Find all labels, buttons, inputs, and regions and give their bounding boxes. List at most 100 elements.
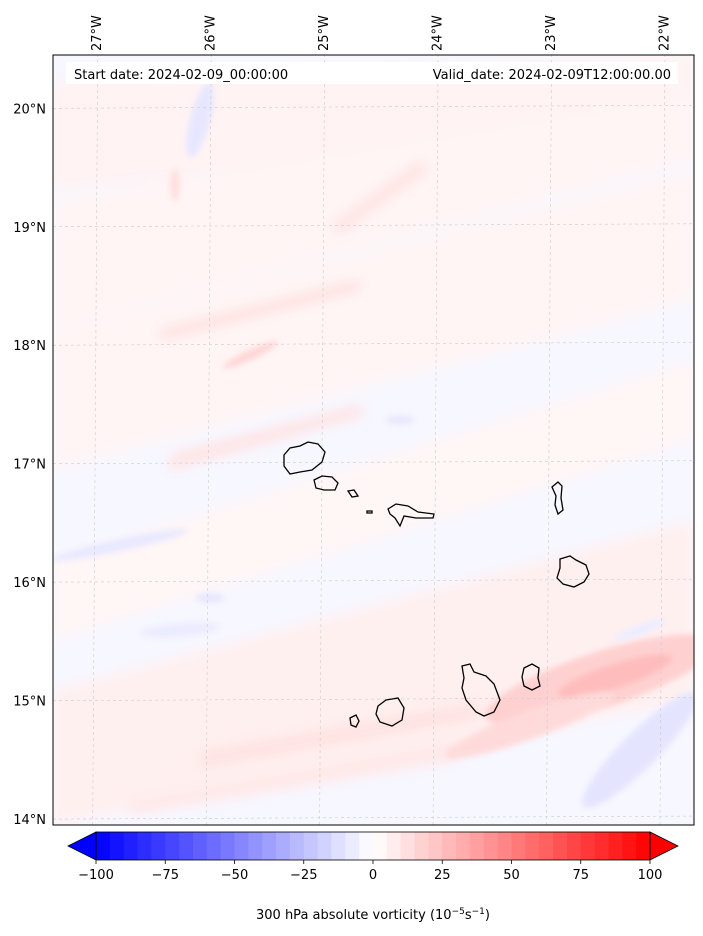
island-santo-antao	[283, 441, 326, 475]
colorbar-segment	[553, 832, 568, 860]
colorbar-segment	[497, 832, 512, 860]
island-santiago	[461, 663, 501, 717]
colorbar-segments	[96, 832, 651, 860]
colorbar-segment	[400, 832, 415, 860]
island-outlines	[283, 441, 590, 728]
latitude-label: 17°N	[13, 458, 46, 473]
longitude-label: 26°W	[204, 15, 219, 51]
parallel-line	[52, 578, 695, 583]
colorbar-segment	[386, 832, 402, 860]
colorbar-segment	[331, 832, 346, 860]
island-brava	[349, 714, 360, 728]
colorbar-segment	[276, 832, 291, 860]
colorbar-segment	[608, 832, 623, 860]
colorbar-segment	[428, 832, 443, 860]
meridian-line	[432, 54, 439, 826]
start-date-label: Start date: 2024-02-09_00:00:00	[74, 68, 288, 83]
colorbar-segment	[539, 832, 554, 860]
longitude-labels: 27°W 26°W 25°W 24°W 23°W 22°W	[90, 15, 672, 51]
vorticity-field	[53, 55, 694, 825]
island-boa-vista	[556, 555, 590, 588]
parallel-line	[52, 460, 695, 464]
colorbar-tick-label: −100	[78, 868, 114, 883]
colorbar-segment	[303, 832, 318, 860]
meridian-line	[659, 54, 666, 826]
colorbar-segment	[566, 832, 582, 860]
colorbar-segment	[317, 832, 332, 860]
colorbar-segment	[622, 832, 637, 860]
latitude-label: 18°N	[13, 339, 46, 354]
latitude-label: 20°N	[13, 102, 46, 117]
colorbar-segment	[262, 832, 277, 860]
map-frame	[52, 54, 695, 826]
colorbar-segment	[206, 832, 222, 860]
parallel-line	[52, 341, 695, 346]
island-maio	[521, 663, 541, 691]
longitude-label: 25°W	[317, 15, 332, 51]
map-gridlines	[52, 54, 695, 826]
latitude-label: 14°N	[13, 813, 46, 828]
colorbar-segment	[483, 832, 499, 860]
colorbar-segment	[456, 832, 471, 860]
island-sal	[551, 481, 564, 516]
colorbar-segment	[123, 832, 138, 860]
colorbar-segment	[525, 832, 540, 860]
latitude-label: 15°N	[13, 695, 46, 710]
colorbar-segment	[373, 832, 388, 860]
island-santa-luzia	[346, 489, 360, 498]
meridian-line	[92, 54, 99, 826]
colorbar-segment	[234, 832, 249, 860]
colorbar-extend-high	[649, 831, 679, 861]
colorbar-segment	[636, 832, 651, 860]
colorbar-tick-label: 100	[638, 868, 663, 883]
island-sao-vicente	[313, 475, 339, 491]
colorbar-segment	[414, 832, 429, 860]
colorbar-segment	[359, 832, 374, 860]
colorbar-tick-label: 75	[572, 868, 589, 883]
island-branco-raso	[366, 510, 373, 514]
parallel-line	[52, 223, 695, 228]
colorbar-title: 300 hPa absolute vorticity (10−5s−1)	[256, 907, 490, 923]
longitude-label: 24°W	[431, 15, 446, 51]
colorbar-segment	[179, 832, 194, 860]
colorbar-extend-low	[67, 831, 97, 861]
island-sao-nicolau	[387, 503, 435, 528]
colorbar-tick-label: 25	[434, 868, 451, 883]
colorbar-segment	[109, 832, 125, 860]
colorbar-tick-label: −50	[221, 868, 248, 883]
colorbar-segment	[580, 832, 595, 860]
meridian-line	[546, 54, 552, 826]
latitude-label: 19°N	[13, 221, 46, 236]
colorbar-tick-label: −25	[290, 868, 317, 883]
longitude-label: 22°W	[657, 15, 672, 51]
colorbar-segment	[248, 832, 263, 860]
colorbar-segment	[442, 832, 457, 860]
colorbar-segment	[594, 832, 609, 860]
parallel-line	[52, 105, 695, 109]
colorbar-segment	[192, 832, 208, 860]
colorbar-segment	[289, 832, 305, 860]
longitude-label: 23°W	[544, 15, 559, 51]
colorbar-tick-label: 0	[369, 868, 377, 883]
island-fogo	[375, 697, 405, 727]
colorbar-segment	[469, 832, 485, 860]
map-panel: Start date: 2024-02-09_00:00:00 Valid_da…	[13, 15, 695, 828]
parallel-line	[52, 697, 695, 701]
colorbar-segment	[137, 832, 152, 860]
colorbar-segment	[151, 832, 166, 860]
colorbar-segment	[345, 832, 360, 860]
colorbar-tick-label: −75	[152, 868, 179, 883]
colorbar-segment	[96, 832, 111, 860]
colorbar-tick-label: 50	[503, 868, 520, 883]
longitude-label: 27°W	[90, 15, 105, 51]
latitude-labels: 20°N 19°N 18°N 17°N 16°N 15°N 14°N	[13, 102, 46, 828]
header-box	[66, 62, 678, 84]
colorbar: −100 −75 −50 −25 0 25 50 75 100 300 hPa absolute…	[67, 831, 679, 923]
parallel-line	[52, 815, 695, 820]
colorbar-segment	[220, 832, 235, 860]
meridian-line	[319, 54, 325, 826]
valid-date-label: Valid_date: 2024-02-09T12:00:00.00	[433, 68, 671, 83]
meridian-line	[205, 54, 212, 826]
colorbar-segment	[165, 832, 180, 860]
